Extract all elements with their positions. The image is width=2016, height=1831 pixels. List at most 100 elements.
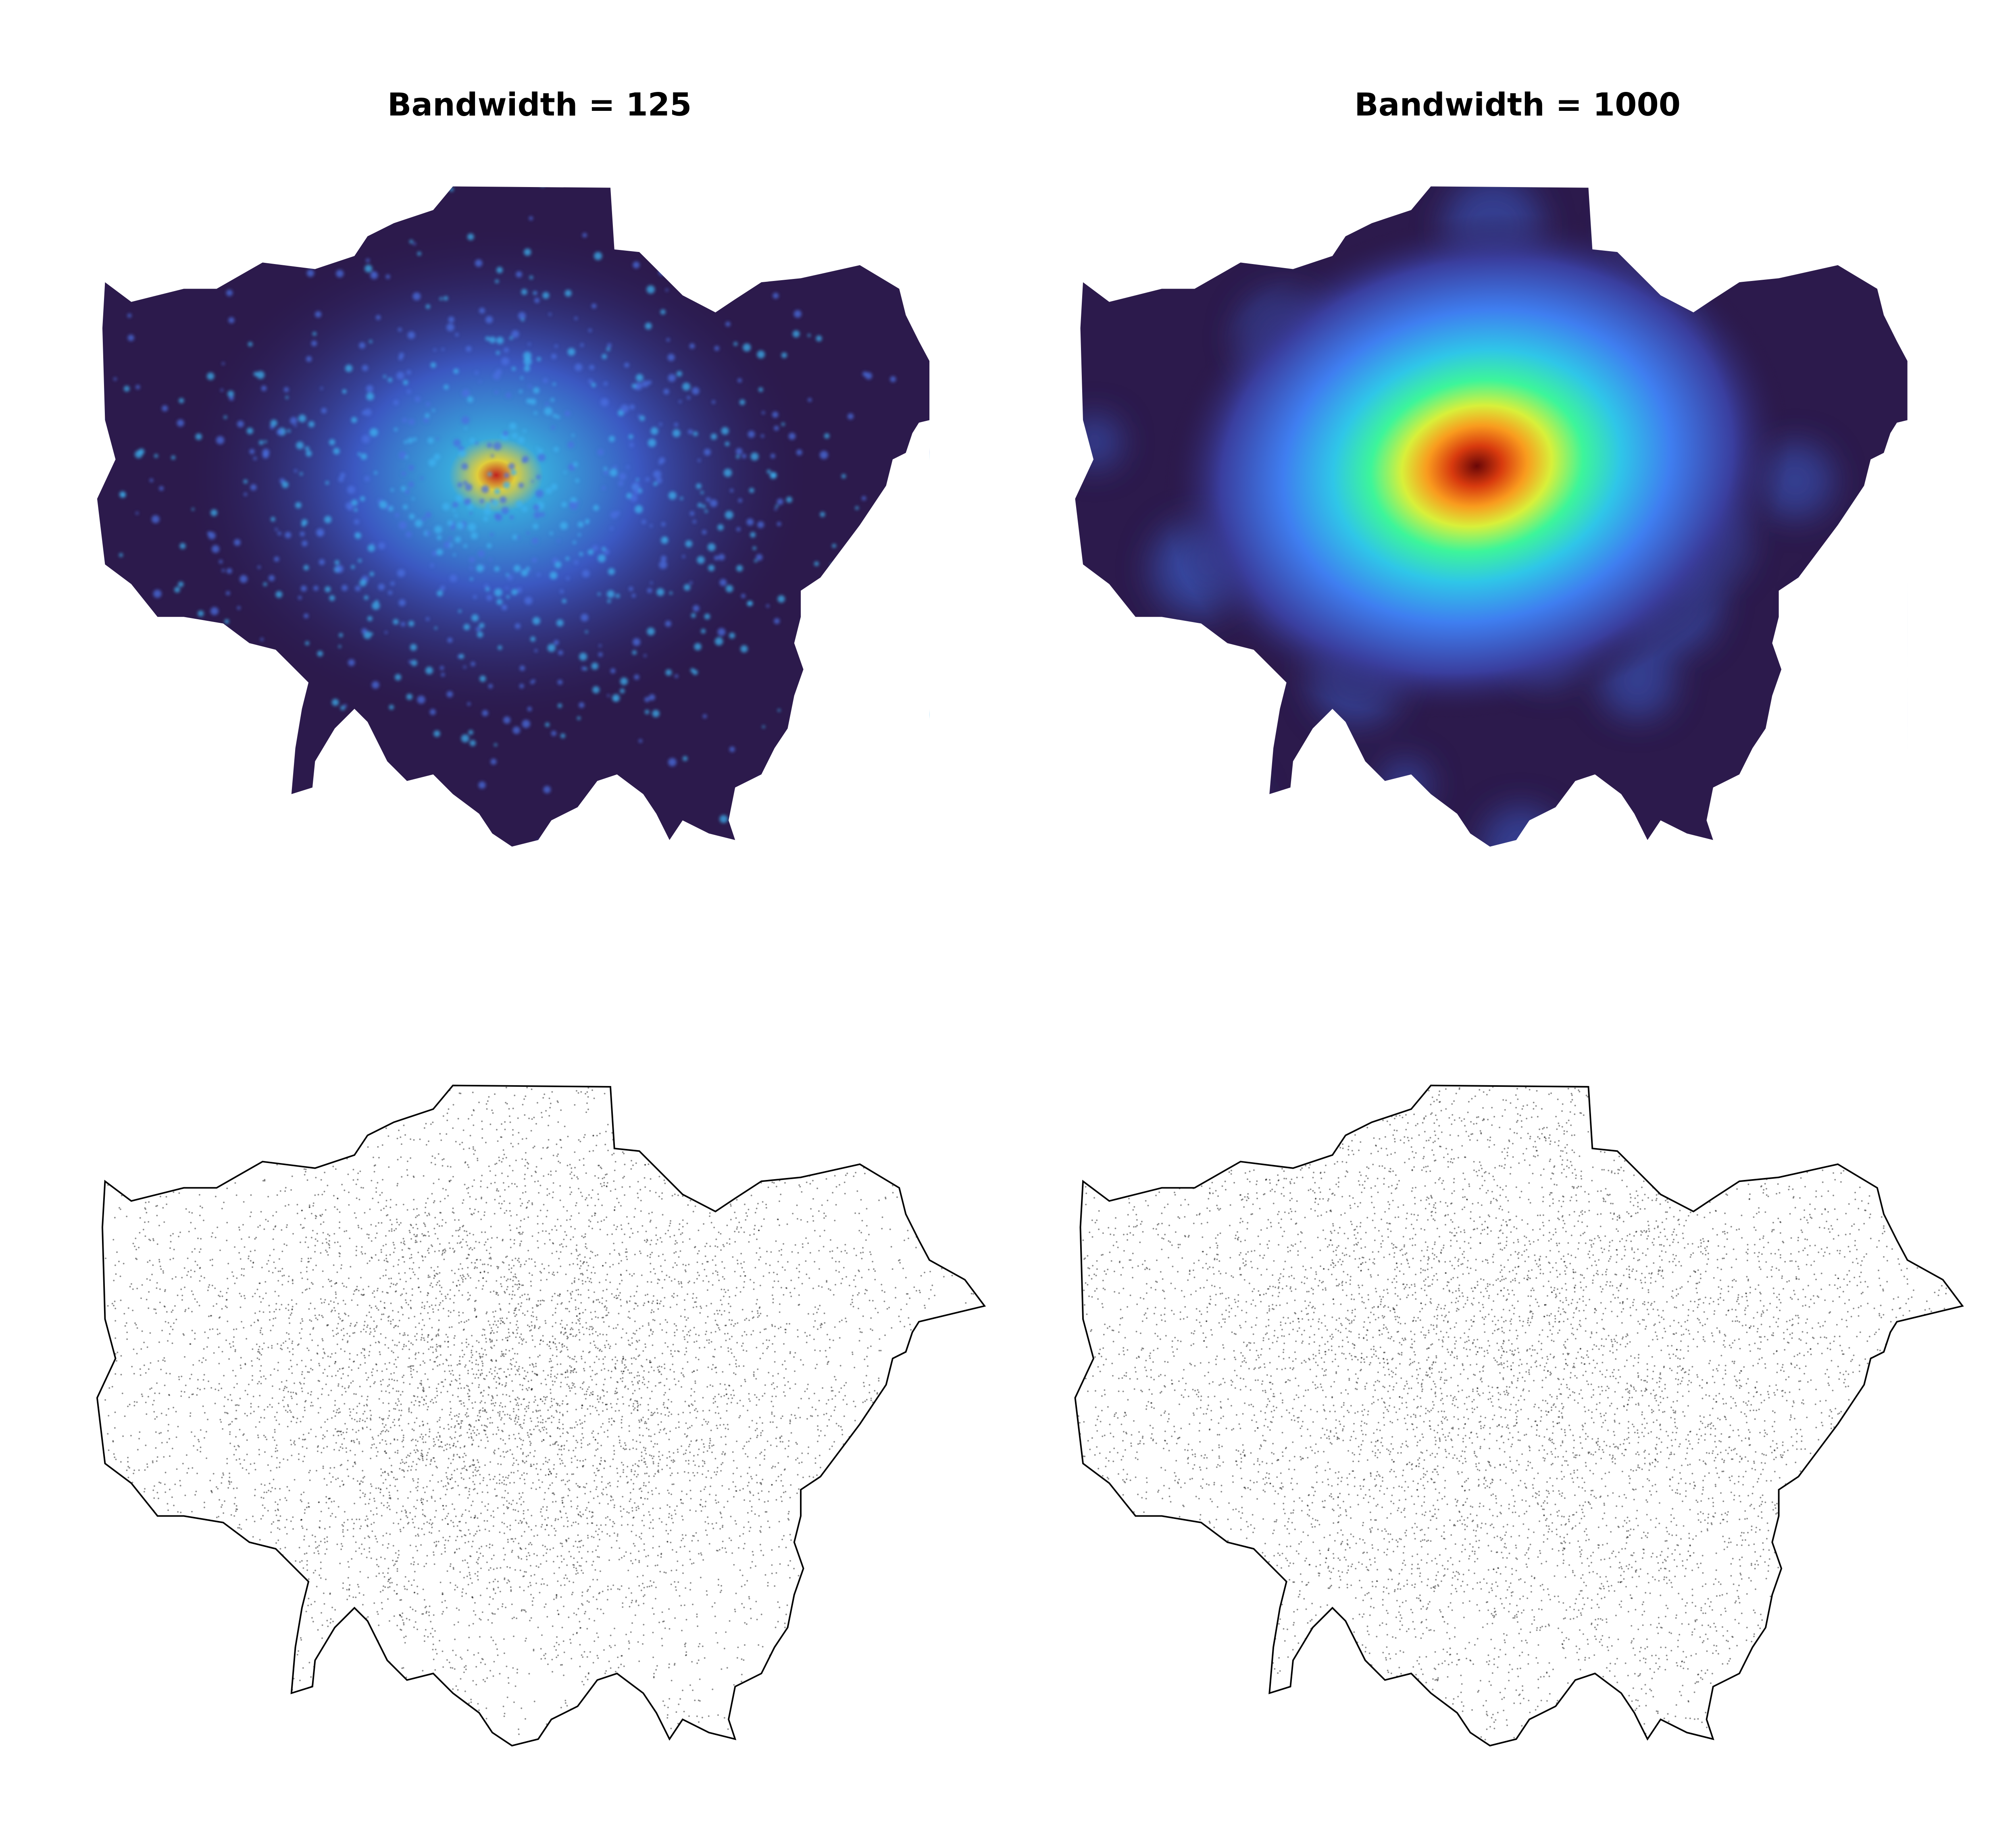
point (604, 1346, 606, 1348)
point (327, 1355, 329, 1357)
point (689, 1558, 691, 1561)
speck (582, 570, 590, 578)
point (474, 1469, 476, 1471)
point (644, 1461, 646, 1463)
speck (360, 496, 365, 501)
speck (421, 517, 426, 521)
point (602, 1389, 604, 1391)
point (524, 1174, 526, 1176)
point (283, 1243, 285, 1245)
point (818, 1454, 821, 1456)
point (511, 1294, 513, 1296)
point (714, 1313, 716, 1315)
point (408, 1409, 410, 1411)
point (653, 1475, 655, 1477)
speck (444, 384, 449, 390)
point (438, 1530, 440, 1532)
speck (345, 364, 353, 372)
speck (537, 448, 543, 454)
point (529, 1554, 531, 1556)
point (479, 1355, 481, 1357)
point (485, 1447, 486, 1449)
point (289, 1409, 291, 1411)
speck (606, 347, 610, 352)
point (492, 1478, 494, 1480)
point (509, 1529, 511, 1531)
point (396, 1344, 398, 1346)
point (480, 1186, 482, 1188)
point (208, 1519, 210, 1521)
speck (489, 336, 496, 343)
point (529, 1298, 531, 1299)
point (250, 1463, 252, 1465)
speck (608, 568, 615, 575)
point (852, 1351, 853, 1353)
point (532, 1411, 534, 1413)
speck (348, 505, 353, 511)
point (644, 1302, 646, 1304)
point (349, 1335, 351, 1337)
point (169, 1373, 171, 1375)
speck (339, 749, 347, 757)
point (334, 1206, 336, 1208)
speck (668, 374, 676, 382)
point (492, 1409, 494, 1411)
point (278, 1402, 280, 1404)
speck (642, 216, 648, 222)
point (390, 1320, 392, 1322)
speck (447, 637, 453, 643)
point (630, 1296, 632, 1298)
point (240, 1357, 242, 1359)
point (644, 1164, 646, 1166)
point (340, 1543, 342, 1545)
point (510, 1271, 512, 1273)
point (530, 1463, 532, 1465)
point (551, 1091, 553, 1093)
point (389, 1497, 392, 1499)
point (862, 1251, 864, 1253)
point (550, 1373, 552, 1375)
point (197, 1388, 199, 1390)
speck (591, 303, 597, 309)
point (616, 1535, 619, 1537)
speck (469, 740, 476, 746)
point (721, 1585, 723, 1587)
point (563, 1525, 565, 1527)
speck (216, 436, 225, 445)
point (396, 1625, 398, 1627)
point (291, 1309, 293, 1311)
point (175, 1411, 177, 1413)
point (301, 1209, 303, 1211)
point (638, 1585, 640, 1587)
point (748, 1398, 750, 1400)
point (397, 1325, 399, 1327)
speck (494, 390, 498, 394)
point (527, 1324, 529, 1326)
point (399, 1614, 401, 1616)
point (592, 1436, 594, 1438)
point (614, 1363, 616, 1365)
point (113, 1280, 115, 1282)
point (629, 1317, 631, 1319)
point (349, 1358, 351, 1360)
point (243, 1433, 245, 1435)
speck (296, 441, 304, 449)
point (535, 1425, 537, 1427)
point (561, 1403, 563, 1405)
speck (748, 431, 755, 438)
point (310, 1359, 312, 1361)
point (330, 1515, 332, 1517)
point (461, 1591, 463, 1593)
point (706, 1594, 708, 1596)
hotspot (181, 226, 812, 725)
point (446, 1488, 448, 1490)
point (605, 1404, 607, 1406)
point (158, 1392, 160, 1394)
point (661, 1329, 663, 1331)
point (400, 1394, 402, 1396)
point (291, 1372, 293, 1374)
point (358, 1547, 360, 1549)
point (725, 1551, 727, 1553)
speck (830, 563, 834, 566)
speck (162, 405, 168, 412)
